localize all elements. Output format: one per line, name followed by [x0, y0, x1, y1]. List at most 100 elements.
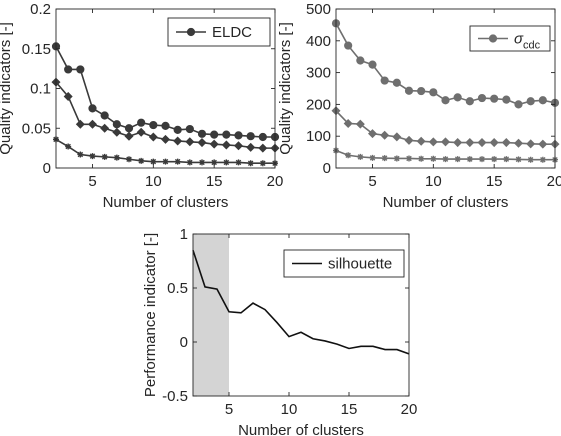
legend-label: silhouette [328, 256, 392, 273]
y-tick-label: 0.15 [22, 41, 51, 58]
series-1-point [63, 91, 73, 101]
x-tick-label: 20 [267, 173, 284, 190]
series-0-point [222, 130, 231, 139]
series-1-point [100, 123, 110, 133]
series-0-point [441, 96, 450, 105]
series-1-point [355, 119, 365, 129]
series-2-point [393, 155, 400, 162]
series-0-point [197, 129, 207, 138]
series-2-point [247, 160, 254, 167]
series-1-point [221, 140, 231, 150]
series-0-point [477, 93, 487, 103]
series-2-point [515, 156, 522, 163]
series-1-point [258, 143, 268, 153]
series-1-point [440, 137, 451, 147]
x-tick-label: 5 [225, 401, 233, 418]
series-0-point [173, 125, 182, 134]
series-2-point [454, 156, 461, 163]
x-axis-label: Number of clusters [103, 194, 229, 211]
series-1-point [148, 132, 158, 142]
series-0-line [192, 249, 410, 355]
series-2-point [259, 160, 266, 167]
y-tick-label: 0.2 [30, 1, 51, 18]
series-1-point [87, 119, 98, 129]
series-2-point [211, 159, 218, 166]
series-0-point [185, 124, 194, 134]
series-2-point [199, 159, 205, 166]
y-tick-label: 400 [306, 33, 331, 50]
y-tick-label: 200 [306, 96, 331, 113]
series-2-point [491, 156, 498, 163]
series-0-point [392, 78, 401, 87]
series-0-point [246, 132, 255, 141]
series-0-point [88, 104, 97, 113]
legend-marker [488, 34, 498, 43]
series-1-point [453, 138, 463, 148]
series-0-point [404, 86, 414, 95]
series-0-point [526, 97, 535, 106]
y-tick-label: 0 [43, 160, 51, 177]
series-0-point [234, 131, 243, 140]
series-0-point [112, 120, 121, 129]
series-1-point [209, 139, 219, 149]
series-1-point [538, 139, 548, 149]
series-1-point [367, 129, 378, 139]
x-tick-label: 15 [486, 173, 503, 190]
series-1-point [136, 127, 146, 137]
x-tick-label: 5 [88, 173, 96, 190]
y-tick-label: 500 [306, 1, 331, 18]
series-0-point [76, 65, 85, 74]
series-1-point [124, 131, 134, 141]
series-0-point [258, 132, 267, 142]
series-0-point [149, 120, 158, 130]
series-2-point [357, 153, 364, 160]
series-1-point [392, 132, 402, 142]
x-tick-label: 15 [206, 173, 223, 190]
series-1-point [185, 137, 195, 147]
series-2-point [479, 156, 485, 163]
series-1-point [477, 138, 487, 148]
y-tick-label: 0 [180, 334, 188, 351]
legend: σcdc [469, 25, 551, 52]
series-1-point [404, 135, 414, 145]
series-0-point [137, 118, 146, 127]
y-tick-label: 0.5 [167, 280, 188, 297]
series-2-point [174, 158, 181, 165]
y-tick-label: 1 [180, 226, 188, 243]
series-0-point [100, 111, 109, 120]
series-1-point [173, 136, 183, 146]
series-0-point [368, 60, 377, 69]
chart-eldc: 5 10 15 20 0 0.05 0.1 0.15 0.2 Number of clusters… [0, 1, 283, 211]
series-1-point [501, 138, 511, 148]
series-2-point [186, 159, 193, 166]
x-tick-label: 20 [547, 173, 561, 190]
series-2-point [101, 153, 108, 160]
series-1-point [197, 138, 207, 148]
y-tick-label: 100 [306, 128, 331, 145]
y-axis-label: Quality indicators [-] [0, 22, 14, 155]
series-2-point [223, 159, 230, 166]
series-2-point [235, 159, 242, 166]
legend-marker [186, 27, 196, 37]
x-tick-label: 15 [341, 401, 358, 418]
series-2-point [406, 155, 412, 162]
series-2-point [150, 158, 157, 165]
series-0-point [465, 97, 474, 106]
series-2-point [89, 153, 96, 160]
legend-label: σcdc [514, 31, 541, 52]
y-tick-label: 0 [323, 160, 331, 177]
series-2-point [527, 156, 534, 163]
axes-box [335, 8, 556, 169]
x-tick-label: 10 [281, 401, 298, 418]
series-1-point [526, 139, 536, 149]
series-0-point [380, 76, 389, 85]
series-0-point [417, 86, 426, 96]
series-2-point [381, 155, 388, 162]
series-1-point [428, 137, 438, 147]
series-2-point [162, 158, 169, 165]
series-0-point [502, 95, 511, 104]
series-0-point [490, 94, 499, 103]
series-2-point [345, 152, 352, 159]
shaded-region [193, 234, 229, 396]
